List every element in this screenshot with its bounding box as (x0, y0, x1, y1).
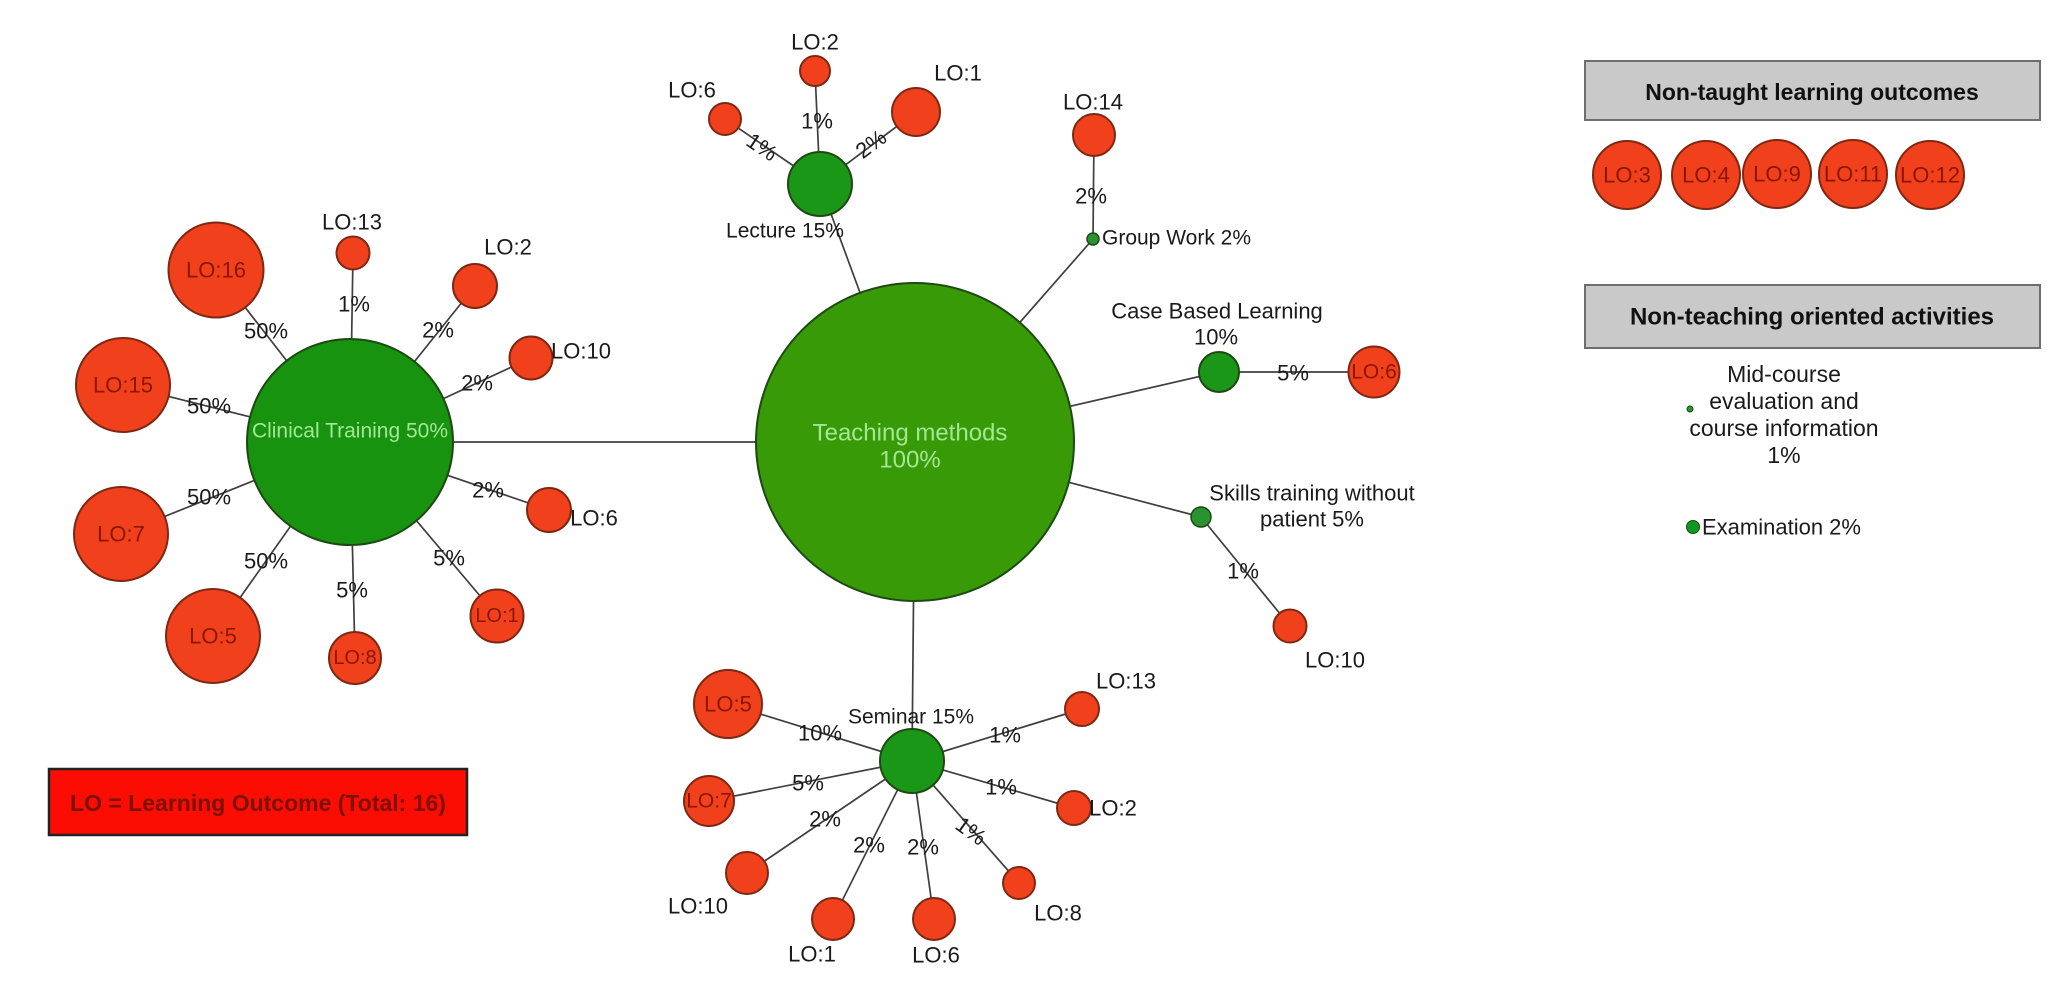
svg-text:Case Based Learning: Case Based Learning (1111, 299, 1323, 324)
svg-text:LO:6: LO:6 (912, 943, 960, 968)
svg-text:1%: 1% (985, 775, 1017, 800)
svg-text:LO:3: LO:3 (1603, 163, 1651, 188)
svg-text:5%: 5% (433, 546, 465, 571)
svg-text:LO:1: LO:1 (934, 61, 982, 86)
svg-text:Mid-course: Mid-course (1727, 361, 1841, 387)
svg-text:LO:5: LO:5 (704, 692, 752, 717)
svg-text:course information: course information (1689, 415, 1878, 441)
svg-text:10%: 10% (798, 721, 842, 746)
svg-text:LO:1: LO:1 (788, 942, 836, 967)
svg-text:1%: 1% (989, 723, 1021, 748)
svg-text:LO:14: LO:14 (1063, 90, 1123, 115)
svg-text:1%: 1% (801, 109, 833, 134)
svg-text:patient 5%: patient 5% (1260, 507, 1364, 532)
svg-text:2%: 2% (422, 318, 454, 343)
svg-text:LO:5: LO:5 (189, 624, 237, 649)
svg-text:LO:2: LO:2 (791, 30, 839, 55)
svg-text:Non-taught learning outcomes: Non-taught learning outcomes (1645, 79, 1979, 105)
svg-text:2%: 2% (461, 371, 493, 396)
svg-text:LO:2: LO:2 (484, 235, 532, 260)
svg-text:LO:13: LO:13 (322, 210, 382, 235)
svg-text:50%: 50% (244, 549, 288, 574)
svg-text:50%: 50% (187, 485, 231, 510)
svg-text:LO:4: LO:4 (1682, 163, 1730, 188)
svg-text:LO:2: LO:2 (1089, 796, 1137, 821)
svg-text:LO:11: LO:11 (1824, 162, 1882, 187)
svg-text:1%: 1% (1767, 442, 1800, 468)
svg-text:LO:8: LO:8 (1034, 901, 1082, 926)
svg-text:LO = Learning Outcome (Total:: LO = Learning Outcome (Total: 16) (70, 790, 446, 816)
svg-text:LO:7: LO:7 (686, 790, 732, 813)
svg-text:5%: 5% (1277, 361, 1309, 386)
svg-text:LO:7: LO:7 (97, 522, 145, 547)
svg-text:Clinical Training 50%: Clinical Training 50% (252, 420, 448, 443)
svg-text:5%: 5% (792, 771, 824, 796)
svg-text:LO:1: LO:1 (475, 605, 518, 627)
svg-text:LO:10: LO:10 (1305, 648, 1365, 673)
svg-text:1%: 1% (1227, 559, 1259, 584)
svg-text:2%: 2% (853, 833, 885, 858)
svg-text:LO:13: LO:13 (1096, 669, 1156, 694)
svg-text:Group Work 2%: Group Work 2% (1102, 227, 1251, 250)
svg-text:LO:9: LO:9 (1753, 162, 1801, 187)
svg-text:LO:8: LO:8 (333, 647, 376, 669)
svg-text:50%: 50% (244, 319, 288, 344)
svg-text:2%: 2% (809, 807, 841, 832)
svg-text:evaluation and: evaluation and (1709, 388, 1859, 414)
svg-text:1%: 1% (338, 292, 370, 317)
svg-text:Teaching methods: Teaching methods (813, 420, 1008, 447)
svg-text:LO:15: LO:15 (93, 373, 153, 398)
svg-text:LO:16: LO:16 (186, 258, 246, 283)
svg-text:2%: 2% (472, 478, 504, 503)
svg-text:Seminar 15%: Seminar 15% (848, 706, 974, 729)
svg-text:Skills training without: Skills training without (1209, 481, 1414, 506)
svg-text:10%: 10% (1194, 325, 1238, 350)
svg-text:2%: 2% (1075, 184, 1107, 209)
svg-text:LO:6: LO:6 (1351, 361, 1397, 384)
svg-text:LO:10: LO:10 (551, 339, 611, 364)
svg-text:50%: 50% (187, 394, 231, 419)
svg-text:LO:6: LO:6 (570, 506, 618, 531)
svg-text:Lecture 15%: Lecture 15% (726, 220, 844, 243)
svg-text:LO:12: LO:12 (1900, 163, 1960, 188)
svg-text:100%: 100% (879, 447, 940, 474)
svg-text:LO:10: LO:10 (668, 894, 728, 919)
svg-text:Non-teaching oriented activiti: Non-teaching oriented activities (1630, 304, 1994, 331)
svg-text:LO:6: LO:6 (668, 78, 716, 103)
svg-text:Examination 2%: Examination 2% (1702, 515, 1861, 540)
svg-text:5%: 5% (336, 578, 368, 603)
svg-text:2%: 2% (907, 835, 939, 860)
